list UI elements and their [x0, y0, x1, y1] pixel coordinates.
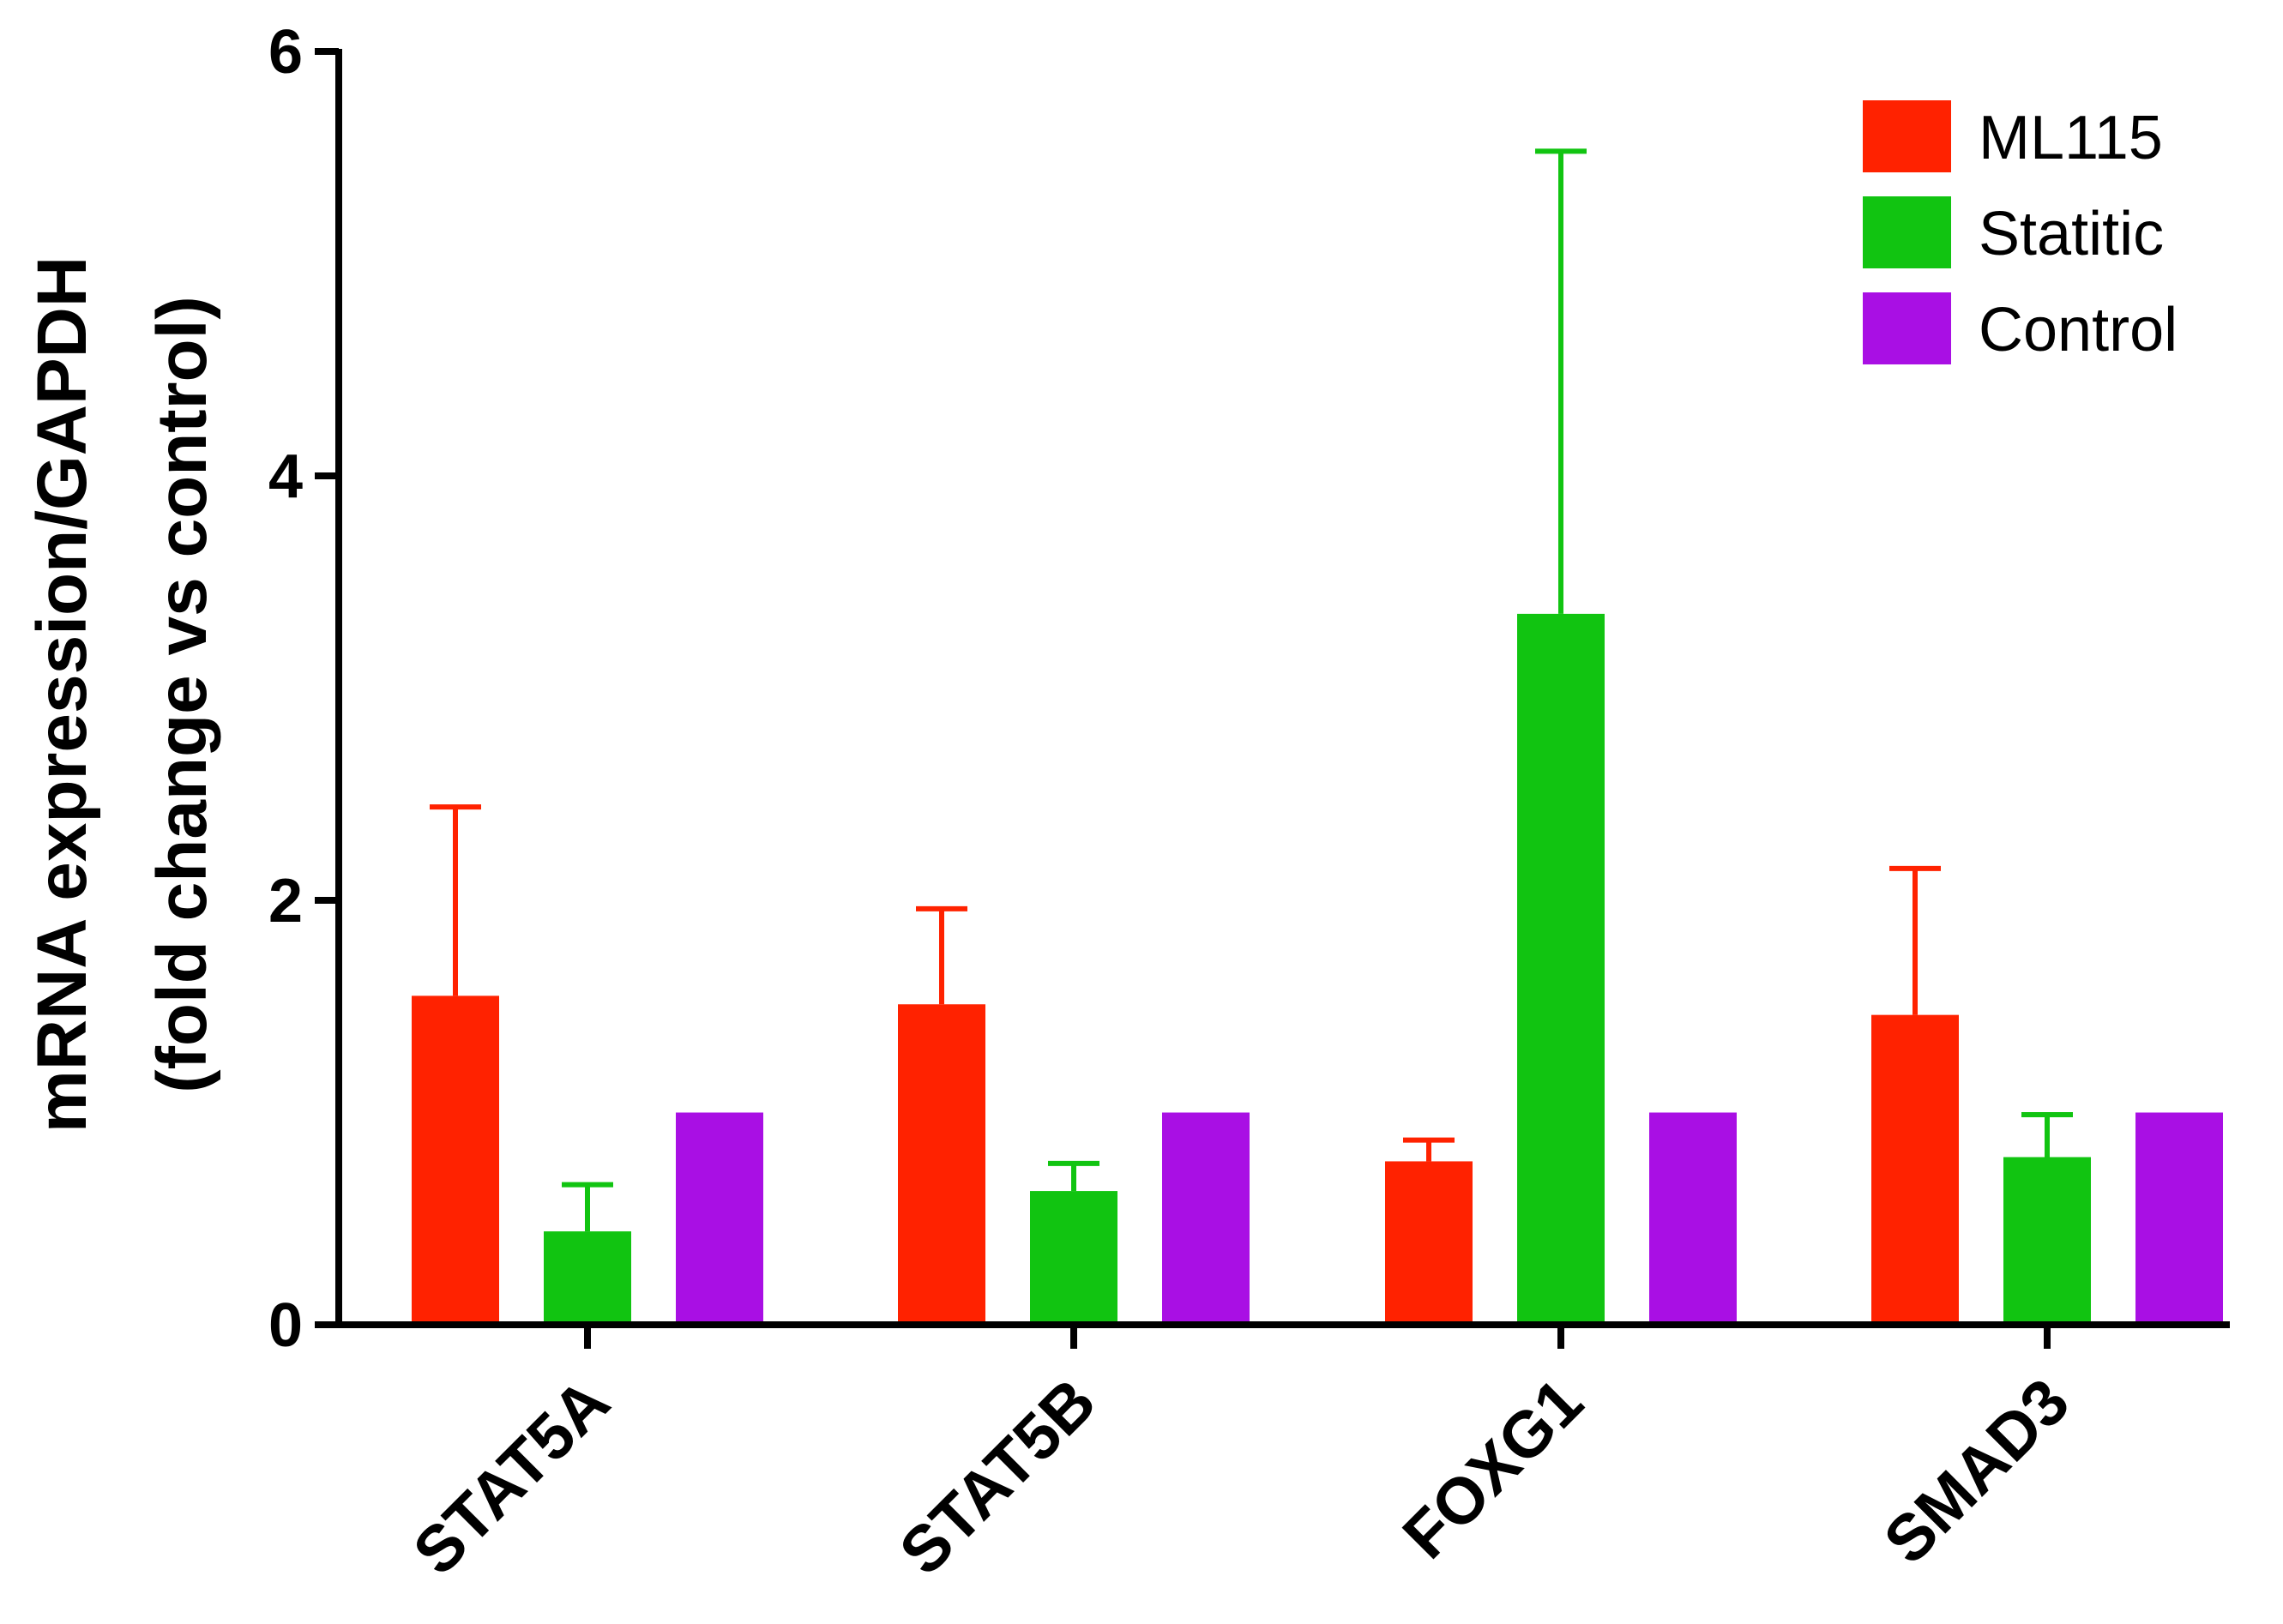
bar-control-stat5b [1162, 1112, 1250, 1325]
bar-statitic-foxg1 [1517, 613, 1605, 1325]
y-tick-label-6: 6 [268, 18, 303, 87]
x-tick-label-smad3: SMAD3 [1870, 1365, 2083, 1578]
legend-label-control: Control [1979, 296, 2178, 364]
bar-ml115-smad3 [1871, 1014, 1959, 1325]
y-tick-label-4: 4 [268, 442, 303, 511]
x-tick-label-stat5a: STAT5A [400, 1365, 623, 1589]
bar-control-smad3 [2135, 1112, 2223, 1325]
bar-statitic-stat5b [1030, 1191, 1117, 1325]
x-tick-label-foxg1: FOXG1 [1389, 1365, 1597, 1573]
error-bars-layer [430, 148, 2073, 1232]
bar-control-foxg1 [1649, 1112, 1737, 1325]
bar-ml115-stat5b [898, 1004, 985, 1325]
bar-statitic-smad3 [2003, 1157, 2091, 1325]
bars-layer [412, 613, 2223, 1325]
legend-swatch-control [1863, 292, 1951, 364]
bar-ml115-foxg1 [1385, 1161, 1473, 1325]
y-axis-title: mRNA expression/GAPDH (fold change vs co… [23, 256, 221, 1133]
y-axis-title-line1: mRNA expression/GAPDH [23, 256, 101, 1133]
y-axis-title-line2: (fold change vs control) [143, 296, 221, 1092]
legend-label-ml115: ML115 [1979, 104, 2163, 172]
bar-ml115-stat5a [412, 995, 499, 1325]
legend-swatch-statitic [1863, 196, 1951, 268]
legend-swatch-ml115 [1863, 100, 1951, 172]
y-tick-label-2: 2 [268, 867, 303, 935]
bar-control-stat5a [676, 1112, 763, 1325]
legend-label-statitic: Statitic [1979, 200, 2164, 268]
legend: ML115 Statitic Control [1863, 100, 2178, 364]
x-tick-label-stat5b: STAT5B [886, 1365, 1110, 1589]
y-tick-label-0: 0 [268, 1291, 303, 1360]
bar-statitic-stat5a [544, 1231, 631, 1325]
